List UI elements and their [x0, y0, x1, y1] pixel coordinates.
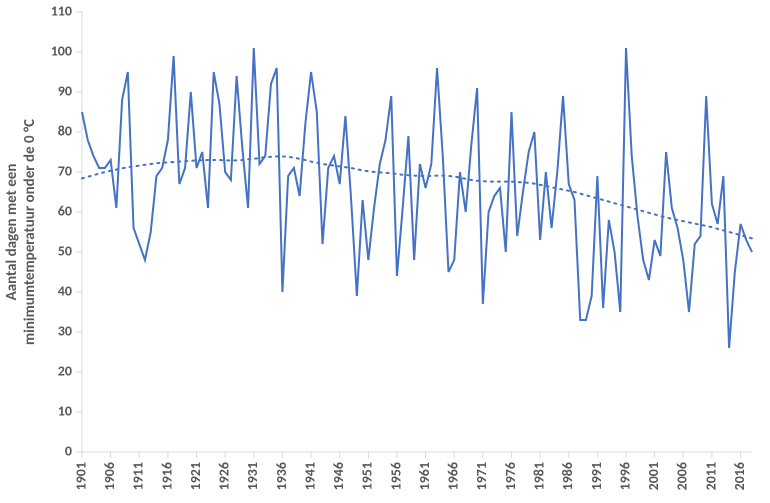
x-tick-label: 1966	[445, 462, 462, 490]
y-tick-label: 30	[58, 322, 72, 339]
x-tick-label: 1941	[301, 462, 318, 490]
y-tick-label: 40	[58, 282, 72, 299]
chart-container: 0 10 20 30 40 50 60 70 80 90 100 110 1901 1906 1911 191…	[0, 0, 770, 503]
y-tick-label: 10	[58, 402, 72, 419]
y-tick-label: 60	[58, 202, 72, 219]
x-tick-label: 2001	[645, 462, 662, 490]
x-tick-label: 2006	[674, 462, 691, 490]
y-tick-label: 0	[65, 442, 72, 459]
x-tick-label: 1991	[588, 462, 605, 490]
x-tick-label: 1936	[273, 462, 290, 490]
x-tick-label: 1996	[616, 462, 633, 490]
x-tick-label: 1911	[130, 462, 147, 490]
x-tick-label: 1971	[473, 462, 490, 490]
y-axis-label-line2: minimumtemperatuur onder de 0 °C	[21, 119, 39, 345]
x-tick-label: 1916	[158, 462, 175, 490]
x-tick-label: 1986	[559, 462, 576, 490]
y-tick-label: 70	[58, 162, 72, 179]
x-tick-label: 2016	[731, 462, 748, 490]
y-tick-label: 110	[51, 2, 72, 19]
y-tick-label: 20	[58, 362, 72, 379]
frost-days-line-chart: 0 10 20 30 40 50 60 70 80 90 100 110 1901 1906 1911 191…	[0, 0, 770, 503]
x-tick-label: 1901	[72, 462, 89, 490]
x-tick-label: 1981	[531, 462, 548, 490]
y-tick-label: 80	[58, 122, 72, 139]
x-tick-label: 1976	[502, 462, 519, 490]
x-tick-label: 1961	[416, 462, 433, 490]
y-tick-label: 50	[58, 242, 72, 259]
x-tick-label: 2011	[702, 462, 719, 490]
x-tick-label: 1946	[330, 462, 347, 490]
x-tick-label: 1931	[244, 462, 261, 490]
y-tick-label: 90	[58, 82, 72, 99]
y-tick-label: 100	[51, 42, 72, 59]
x-tick-label: 1951	[359, 462, 376, 490]
y-axis-label-line1: Aantal dagen met een	[3, 164, 21, 301]
plot-background	[0, 0, 770, 503]
x-tick-label: 1906	[101, 462, 118, 490]
x-tick-label: 1926	[216, 462, 233, 490]
x-tick-label: 1921	[187, 462, 204, 490]
x-tick-label: 1956	[387, 462, 404, 490]
